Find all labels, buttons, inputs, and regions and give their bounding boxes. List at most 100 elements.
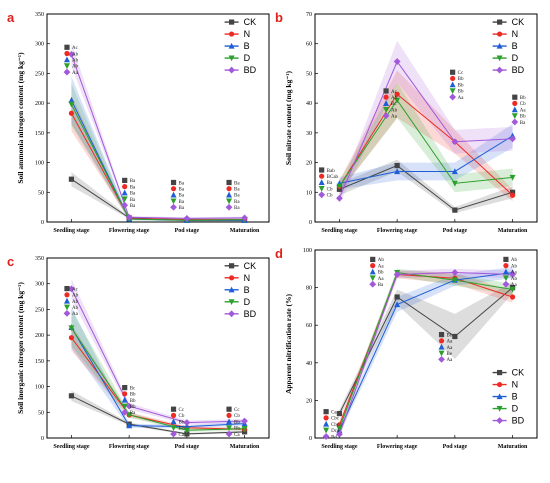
series-line-D — [70, 104, 245, 221]
letter-marker-D — [226, 425, 233, 431]
x-tick-label: Maturation — [230, 444, 260, 450]
legend-label-B: B — [512, 392, 518, 402]
letter-marker-CK — [370, 256, 376, 262]
point-D — [451, 180, 458, 187]
significance-letter: Bb — [130, 399, 136, 404]
panel-b: 0 10 20 30 40 50 60 70 Seedling stage Flowering s… — [275, 10, 538, 234]
letter-marker-D — [323, 427, 330, 434]
significance-letter: Cc — [458, 71, 464, 76]
y-axis-label: Soil nitrate content (mg kg⁻¹) — [284, 70, 293, 165]
significance-letter: Bb — [234, 420, 240, 425]
letter-marker-BD — [225, 430, 233, 438]
legend-label-CK: CK — [244, 261, 257, 271]
point-D — [451, 277, 458, 284]
y-axis-label: Apparent nitrification rate (%) — [284, 293, 293, 394]
point-B — [68, 96, 75, 103]
y-tick-label: 100 — [35, 385, 44, 391]
point-N — [509, 192, 516, 198]
letter-marker-BD — [63, 310, 71, 317]
x-tick-label: Seedling stage — [321, 444, 358, 450]
significance-letter: Ab — [378, 258, 385, 263]
x-tick-label: Seedling stage — [53, 228, 90, 234]
point-B — [451, 168, 458, 175]
letter-marker-N — [319, 173, 325, 179]
y-tick-label: 150 — [35, 131, 44, 137]
letter-marker-CK — [512, 94, 518, 100]
panel-label: b — [275, 10, 283, 25]
letter-marker-N — [370, 263, 376, 269]
legend-marker-B — [228, 42, 235, 49]
ci-band-BD — [71, 278, 245, 425]
series-line-CK — [71, 395, 245, 435]
point-BD — [68, 51, 75, 58]
point-CK — [452, 333, 458, 340]
point-BD — [125, 213, 133, 221]
x-tick-label: Maturation — [230, 228, 260, 234]
series-line-B — [338, 272, 513, 431]
x-tick-label: Seedling stage — [53, 444, 90, 450]
letter-marker-BD — [502, 280, 510, 288]
ci-band-D — [71, 83, 245, 222]
legend-label-D: D — [244, 53, 251, 63]
letter-marker-CK — [319, 167, 325, 173]
significance-letter: Bb — [179, 420, 185, 425]
y-tick-label: 200 — [35, 101, 44, 107]
letter-marker-D — [226, 198, 233, 205]
point-N — [68, 110, 75, 116]
letter-marker-D — [383, 106, 390, 113]
letter-marker-B — [511, 106, 518, 113]
ci-band-B — [71, 306, 245, 429]
letter-marker-N — [64, 292, 70, 298]
y-tick-label: 350 — [35, 12, 44, 18]
significance-letter: Bb — [130, 405, 136, 410]
ci-band-B — [71, 76, 245, 222]
letter-marker-D — [511, 113, 518, 119]
significance-letter: Bb — [458, 83, 464, 88]
significance-letter: Ba — [234, 187, 240, 192]
significance-letter: Ba — [130, 192, 136, 197]
letter-marker-BD — [322, 433, 330, 440]
significance-letter: Ab — [72, 306, 79, 311]
x-tick-label: Maturation — [498, 228, 528, 234]
letter-marker-D — [121, 403, 128, 410]
point-D — [183, 427, 190, 434]
point-D — [336, 426, 343, 432]
significance-letter: Aa — [511, 271, 518, 276]
point-D — [241, 426, 248, 432]
legend-marker-N — [497, 381, 503, 388]
significance-letter: Ba — [130, 198, 136, 203]
significance-letter: Cbc — [331, 423, 340, 428]
letter-marker-B — [502, 268, 509, 275]
significance-letter: Ca — [179, 433, 185, 438]
letter-marker-N — [450, 75, 456, 82]
significance-letter: Cb — [520, 102, 526, 107]
letter-marker-BD — [170, 430, 177, 438]
letter-marker-CK — [64, 286, 70, 292]
letter-marker-D — [63, 304, 70, 311]
letter-marker-BD — [225, 203, 233, 211]
legend-label-CK: CK — [512, 17, 525, 27]
y-tick-label: 60 — [306, 323, 312, 329]
point-BD — [68, 285, 75, 293]
legend-marker-N — [229, 275, 235, 281]
point-BD — [336, 430, 343, 438]
y-axis-label: Soil ammonia nitrogen content (mg kg⁻¹) — [16, 52, 25, 184]
letter-marker-CK — [122, 177, 128, 183]
panel-label: a — [7, 10, 15, 25]
point-D — [509, 286, 516, 293]
point-BD — [125, 402, 133, 410]
letter-marker-D — [170, 198, 177, 205]
significance-letter: BCab — [327, 175, 339, 180]
point-N — [509, 294, 516, 300]
letter-marker-N — [64, 50, 70, 57]
ci-band-CK — [339, 159, 513, 214]
point-D — [509, 174, 516, 181]
letter-marker-B — [383, 100, 390, 106]
letter-marker-N — [122, 184, 128, 190]
point-BD — [509, 271, 516, 278]
significance-letter: Ab — [72, 294, 79, 299]
plot-frame — [314, 13, 538, 223]
y-tick-label: 100 — [303, 248, 312, 254]
y-tick-label: 0 — [41, 220, 44, 226]
significance-letter: Ba — [179, 181, 185, 186]
